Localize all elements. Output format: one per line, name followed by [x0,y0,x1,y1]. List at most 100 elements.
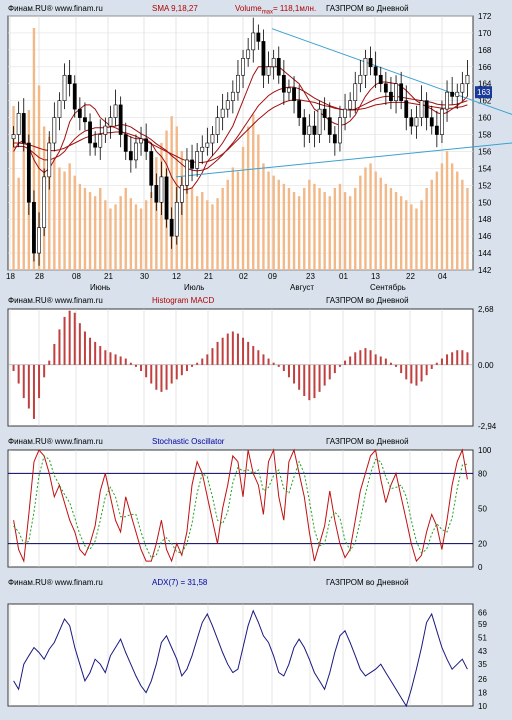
volume-bar [394,192,398,270]
macd-bar [349,356,352,365]
last-price-tag [475,86,492,99]
price-y-tick: 162 [478,97,492,106]
macd-bar [384,358,387,365]
volume-bar [425,187,428,270]
volume-bar [129,198,133,270]
x-tick-label: 02 [239,272,248,281]
macd-bar [206,354,209,365]
candle-body [353,83,358,101]
macd-bar [298,364,301,390]
volume-bar [236,171,240,270]
volume-bar [287,187,291,270]
macd-bar [282,364,285,372]
candle-body [16,113,21,135]
adx-y-tick: 26 [478,675,487,684]
candle-body [42,176,47,228]
volume-bar [63,171,66,270]
x-tick-label: 04 [438,272,447,281]
volume-bar [410,204,413,270]
x-tick-label: 30 [140,272,149,281]
volume-bar [318,187,321,270]
volume-bar [190,187,194,270]
volume-bar [144,200,148,270]
macd-bar [395,364,398,367]
volume-bar [262,163,265,270]
macd-bar [405,364,408,380]
candle-body [312,125,317,135]
candle-body [215,117,220,135]
candle-body [164,176,169,220]
volume-bar [170,116,173,271]
candle-body [343,108,347,118]
candle-body [383,83,388,93]
macd-bar [170,364,173,384]
trendline-upper [271,28,512,115]
macd-bar [185,364,188,372]
macd-bar [48,360,51,365]
panel-1-frame [7,15,474,271]
macd-bar [461,350,464,365]
candle-body [185,159,189,186]
macd-bar [201,358,204,365]
macd-bar [277,364,280,367]
volume-bar [333,187,337,270]
candle-body [205,142,210,148]
volume-bar [440,163,444,270]
volume-bar [277,179,280,270]
adx-y-tick: 35 [478,660,487,669]
macd-bar [226,333,229,365]
candle-body [450,91,455,97]
adx-y-tick: 51 [478,633,487,642]
volume-bar [93,196,97,270]
x-tick-label: 09 [268,272,277,281]
candle-body [241,58,245,76]
x-tick-label: 13 [371,272,380,281]
stoch-instrument-label: ГАЗПРОМ во Дневной [326,437,409,446]
volume-bar [308,179,311,270]
volume-bar [231,167,235,270]
macd-bar [303,364,306,397]
candle-body [230,91,235,101]
candle-body [37,227,41,254]
price-y-tick: 154 [478,164,492,173]
macd-bar [221,337,224,365]
macd-bar [180,364,183,376]
x-tick-label: 22 [406,272,415,281]
adx-title: ADX(7) = 31,58 [152,578,208,587]
volume-bar [124,187,127,270]
volume-bar [384,183,388,270]
candle-body [281,74,286,93]
x-tick-label: 12 [172,272,181,281]
macd-bar [354,352,357,365]
candle-body [440,108,444,135]
volume-bar [201,192,204,270]
macd-bar [53,343,56,365]
macd-y-tick: 0.00 [478,361,494,370]
candle-body [190,159,194,169]
candle-body [332,134,337,144]
price-y-tick: 168 [478,46,492,55]
candle-body [88,121,92,144]
candle-body [236,74,240,93]
x-tick-label: 28 [35,272,44,281]
volume-bar [216,198,219,270]
x-tick-label: 21 [204,272,213,281]
macd-instrument-label: ГАЗПРОМ во Дневной [326,296,409,305]
candle-body [113,104,118,118]
price-y-tick: 158 [478,131,492,140]
adx-instrument-label: ГАЗПРОМ во Дневной [326,578,409,587]
volume-bar [211,204,214,270]
x-tick-label: 23 [306,272,315,281]
macd-bar [389,362,392,365]
volume-label: Volumemax= 118,1млн. [235,4,317,16]
adx-y-tick: 10 [478,702,487,711]
volume-bar [445,151,449,270]
candle-body [399,83,404,101]
candle-body [11,134,16,140]
macd-y-tick: -2,94 [478,422,497,431]
macd-bar [287,364,290,378]
candle-body [322,108,327,118]
price-y-tick: 156 [478,147,492,156]
candle-body [297,100,302,118]
macd-bar [211,348,214,365]
